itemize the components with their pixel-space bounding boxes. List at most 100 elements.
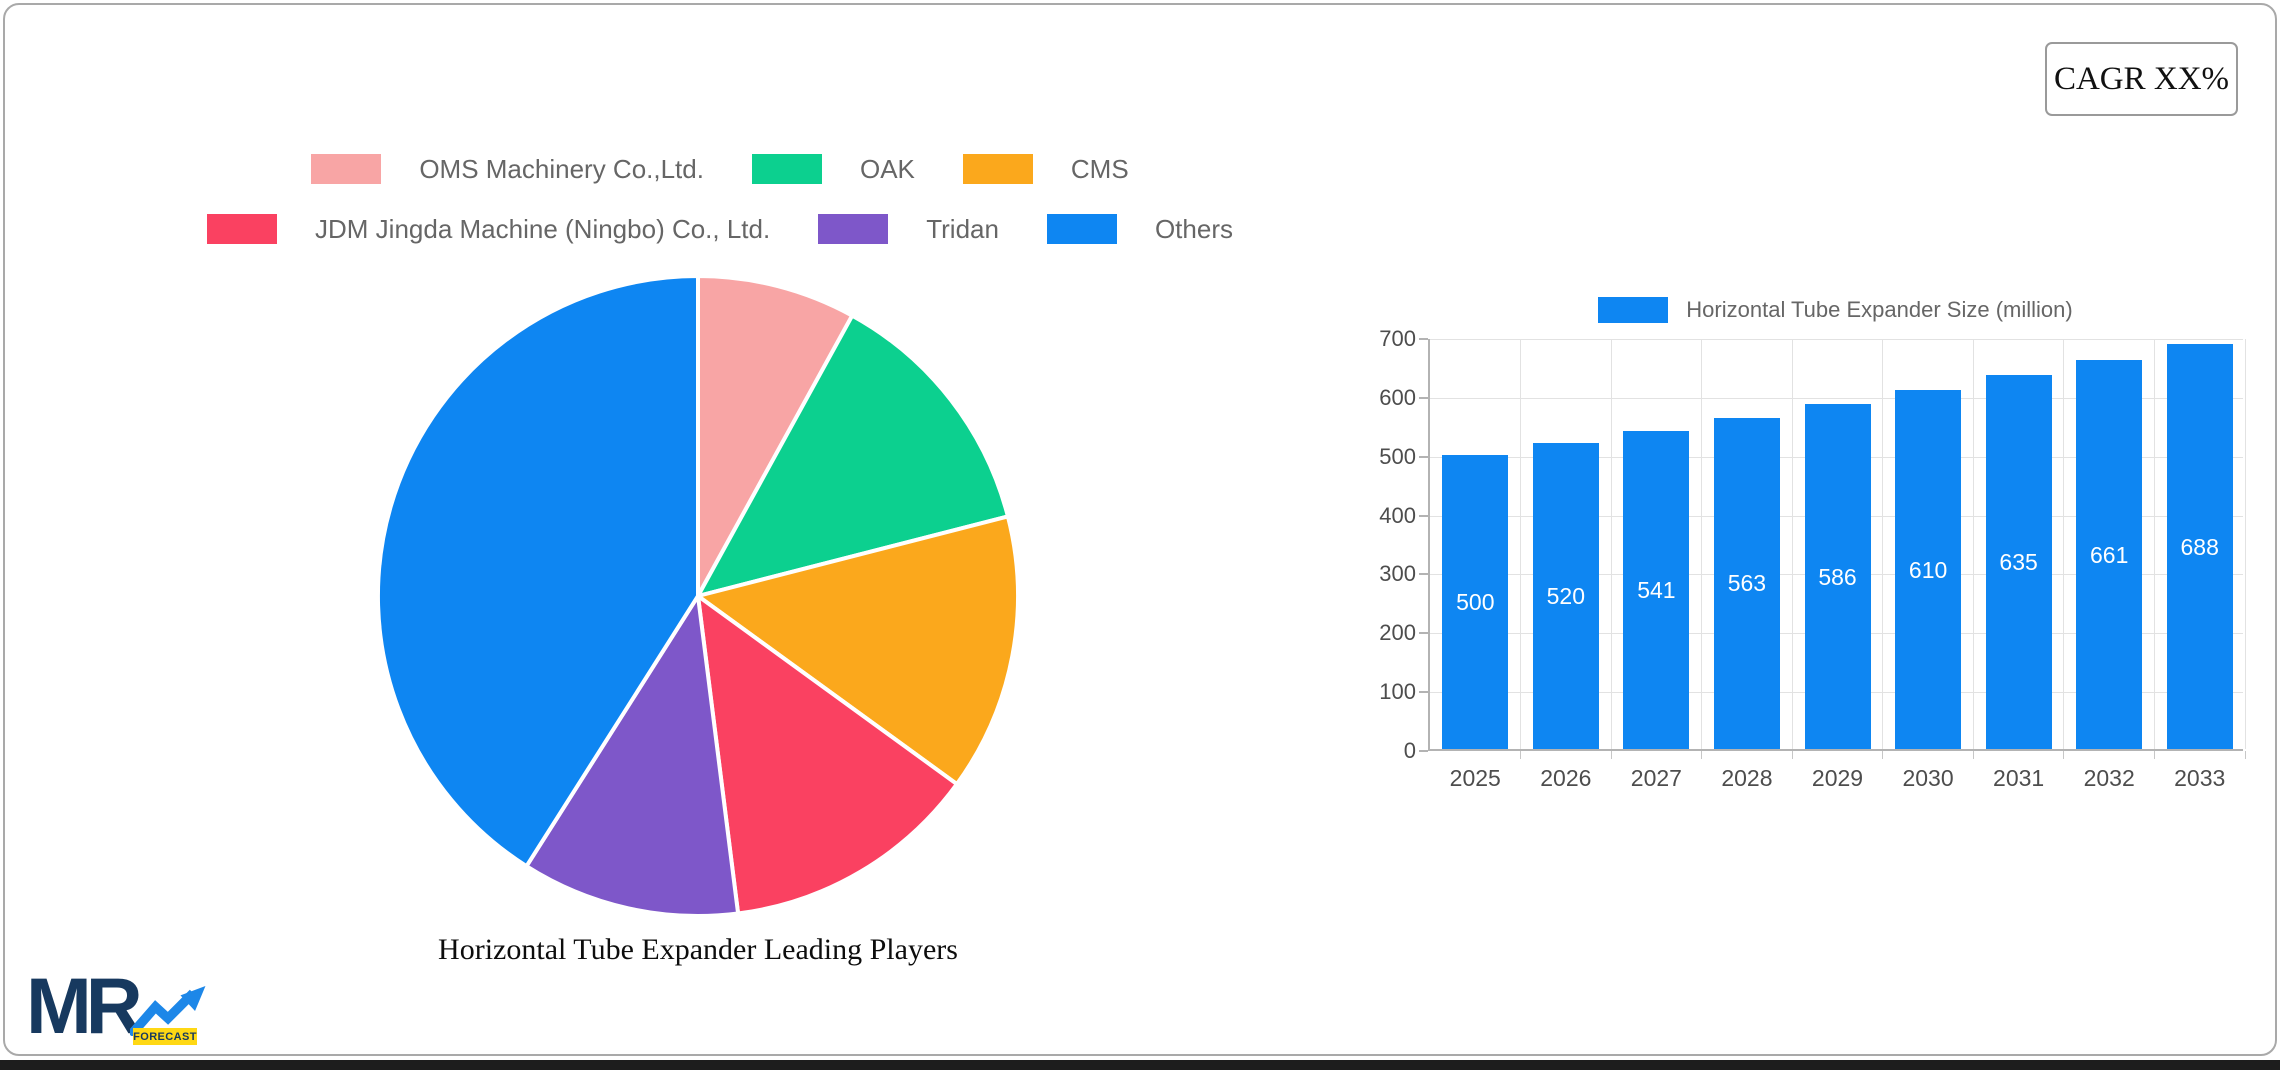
x-tick-label: 2028 — [1721, 765, 1773, 791]
y-tick-label: 700 — [1379, 326, 1416, 351]
pie-slice — [696, 594, 959, 916]
bar-value-label: 610 — [1908, 556, 1948, 583]
bar: 541 — [1623, 430, 1690, 749]
legend-label: OMS Machinery Co.,Ltd. — [419, 153, 704, 184]
legend-label: JDM Jingda Machine (Ningbo) Co., Ltd. — [315, 213, 771, 244]
y-tick-label: 400 — [1379, 502, 1416, 528]
bar: 688 — [2166, 344, 2233, 749]
x-tick-label: 2032 — [2083, 765, 2135, 791]
y-tick-label: 500 — [1379, 443, 1416, 469]
gridline-vertical — [1701, 339, 1703, 749]
x-tick-label: 2029 — [1811, 765, 1864, 791]
pie-legend-row-1: OMS Machinery Co.,Ltd. OAK CMS — [10, 154, 1430, 184]
x-tick-label: 2026 — [1540, 765, 1592, 791]
cagr-label: CAGR XX% — [2053, 60, 2230, 97]
bar-value-label: 688 — [2180, 533, 2219, 560]
legend-swatch — [962, 154, 1033, 184]
bar: 563 — [1713, 417, 1780, 749]
x-tick-mark — [1791, 751, 1793, 759]
bar-value-label: 563 — [1727, 570, 1767, 597]
bar-value-label: 520 — [1546, 582, 1585, 609]
y-tick-mark — [1419, 338, 1428, 340]
x-tick-mark — [2153, 751, 2155, 759]
legend-label: CMS — [1070, 153, 1129, 184]
y-tick-label: 200 — [1379, 620, 1416, 646]
bar-value-label: 635 — [1999, 549, 2038, 576]
legend-label: Tridan — [926, 213, 999, 244]
gridline-vertical — [1972, 339, 1974, 749]
y-tick-label: 300 — [1379, 561, 1416, 587]
legend-item: OMS Machinery Co.,Ltd. — [311, 154, 704, 185]
x-tick-label: 2033 — [2174, 765, 2226, 791]
gridline-horizontal — [1430, 339, 2243, 340]
y-tick-mark — [1419, 455, 1428, 458]
bar-legend: Horizontal Tube Expander Size (million) — [1428, 296, 2243, 324]
pie-slice — [524, 594, 741, 918]
bar-value-label: 586 — [1818, 563, 1857, 590]
x-tick-label: 2030 — [1902, 765, 1954, 791]
bar: 520 — [1532, 442, 1599, 749]
bar-legend-swatch — [1598, 297, 1669, 323]
gridline-vertical — [1882, 339, 1884, 749]
bar: 610 — [1895, 390, 1962, 749]
y-tick-mark — [1419, 632, 1428, 635]
x-tick-mark — [1972, 751, 1974, 759]
legend-swatch — [751, 154, 822, 184]
gridline-horizontal — [1430, 397, 2243, 399]
legend-item: OAK — [751, 153, 915, 185]
bar-value-label: 661 — [2090, 541, 2129, 568]
bottom-accent-bar — [0, 1060, 2280, 1070]
trend-arrow-icon — [130, 986, 206, 1036]
y-tick-label: 600 — [1379, 384, 1416, 410]
x-tick-mark — [1610, 751, 1612, 759]
legend-item: JDM Jingda Machine (Ningbo) Co., Ltd. — [207, 214, 770, 245]
legend-swatch — [1046, 214, 1117, 244]
logo-mr-text: MR — [26, 961, 143, 1050]
gridline-vertical — [2063, 339, 2065, 749]
bar: 635 — [1985, 375, 2052, 749]
pie-slice — [696, 514, 1020, 787]
mr-forecast-logo: MR FORECAST — [26, 961, 226, 1058]
x-tick-mark — [2063, 751, 2065, 759]
y-tick-mark — [1419, 573, 1428, 576]
bar-legend-label: Horizontal Tube Expander Size (million) — [1686, 297, 2073, 322]
x-tick-mark — [1701, 751, 1703, 759]
y-tick-mark — [1419, 750, 1428, 752]
gridline-vertical — [1610, 339, 1612, 749]
y-tick-label: 0 — [1403, 738, 1416, 763]
cagr-badge: CAGR XX% — [2045, 42, 2238, 116]
bar: 500 — [1442, 454, 1509, 749]
x-tick-mark — [2244, 751, 2246, 759]
gridline-vertical — [1791, 339, 1793, 749]
legend-swatch — [311, 154, 382, 184]
legend-item: Tridan — [818, 214, 999, 245]
gridline-vertical — [1520, 339, 1522, 749]
legend-item: Others — [1046, 213, 1233, 245]
pie-slice — [375, 274, 700, 869]
legend-item: CMS — [962, 153, 1129, 185]
pie-chart — [375, 274, 1020, 918]
y-tick-mark — [1419, 514, 1428, 517]
y-tick-label: 100 — [1379, 679, 1416, 705]
x-tick-label: 2025 — [1449, 765, 1501, 791]
logo-forecast-tag: FORECAST — [133, 1028, 197, 1045]
bar: 586 — [1804, 404, 1871, 749]
legend-label: Others — [1154, 213, 1233, 244]
legend-label: OAK — [859, 153, 915, 184]
legend-swatch — [207, 214, 278, 244]
x-tick-mark — [1882, 751, 1884, 759]
bar-value-label: 541 — [1637, 576, 1676, 603]
gridline-vertical — [2153, 339, 2155, 749]
bar-chart: 0 100 200 300 400 500 600 700 500 2025 520 2026 541 2… — [1379, 326, 2246, 791]
x-tick-mark — [1520, 751, 1522, 759]
gridline-vertical — [2244, 339, 2246, 749]
x-tick-label: 2031 — [1993, 765, 2045, 791]
pie-slice — [696, 313, 1010, 598]
bar-value-label: 500 — [1456, 588, 1495, 615]
x-tick-label: 2027 — [1630, 765, 1682, 791]
pie-legend-row-2: JDM Jingda Machine (Ningbo) Co., Ltd. Tri… — [10, 214, 1430, 244]
legend-swatch — [818, 214, 889, 244]
y-tick-mark — [1419, 396, 1428, 399]
pie-slice — [696, 274, 855, 598]
bar: 661 — [2076, 360, 2143, 749]
